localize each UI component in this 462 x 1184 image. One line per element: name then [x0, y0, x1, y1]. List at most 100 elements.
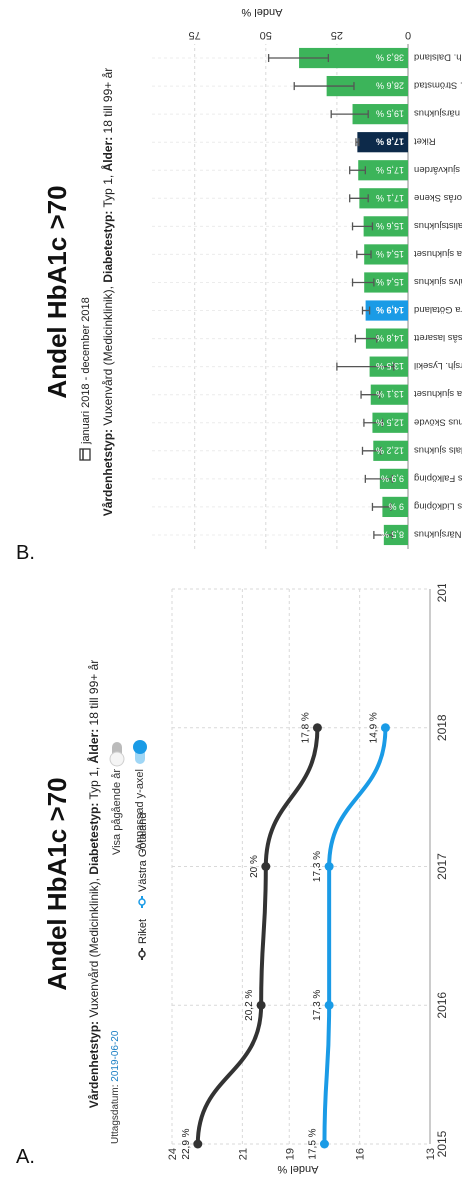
data-point[interactable] [380, 723, 390, 733]
data-point[interactable] [324, 1000, 334, 1010]
bar-chart-title: Andel HbA1c >70 [42, 185, 72, 398]
bar[interactable] [365, 328, 408, 349]
bar-value-label: 19,5 % [376, 109, 404, 119]
toggle-show-current-year[interactable]: Visa pågående år [109, 742, 125, 855]
bar-chart-panel: Andel HbA1c >70 januari 2018 - december … [42, 6, 462, 549]
x-tick-label: 2019 [435, 584, 449, 602]
y-tick-label: 19 [284, 1148, 296, 1160]
bar[interactable] [364, 244, 408, 265]
bar[interactable] [364, 272, 408, 293]
bar-value-label: 15,4 % [376, 249, 404, 259]
bar[interactable] [352, 104, 408, 125]
data-point[interactable] [312, 723, 322, 733]
data-label: 17,8 % [300, 712, 311, 743]
bar-value-label: 17,1 % [376, 193, 404, 203]
legend-label-riket: Riket [137, 919, 149, 944]
x-tick-label: 2018 [435, 714, 449, 741]
value-tick-label: 75 [189, 29, 201, 41]
bar-value-label: 13,5 % [376, 361, 404, 371]
legend: Riket Västra Götaland [137, 813, 149, 960]
data-label: 17,3 % [312, 851, 323, 882]
value-tick-label: 25 [331, 29, 343, 41]
category-label: Frölunda specialistsjukhus [414, 220, 462, 231]
bar-value-label: 14,9 % [376, 305, 404, 315]
x-axis-label: Andel % [241, 6, 282, 18]
x-tick-label: 2017 [435, 853, 449, 880]
category-label: SÄS Borås Skene [414, 192, 462, 203]
legend-item-vastra-gotaland[interactable]: Västra Götaland [137, 813, 149, 909]
category-label: SU/Östra sjukhuset [414, 388, 462, 399]
category-label: Skaraborgs sjukhus Falköping [414, 472, 462, 483]
bar-value-label: 38,3 % [376, 53, 404, 63]
data-label: 17,5 % [307, 1128, 318, 1159]
bar[interactable] [373, 440, 409, 461]
bar-value-label: 15,6 % [376, 221, 404, 231]
line-chart-subtitle: Vårdenhetstyp: Vuxenvård (Medicinklinik)… [86, 660, 101, 1109]
bar-value-label: 9,9 % [381, 473, 404, 483]
category-label: Västra Götaland [414, 304, 462, 315]
category-label: Praktikertjänst Närsjh. Strömstad [414, 80, 462, 91]
bar[interactable] [358, 160, 409, 181]
toggle-label-show-current-year: Visa pågående år [111, 769, 123, 855]
category-label: Kungälvs sjukhus [414, 276, 462, 287]
bar-value-label: 14,8 % [376, 333, 404, 343]
bar-value-label: 12,5 % [376, 417, 404, 427]
category-label: SU/Mölndals sjukhus [414, 444, 462, 455]
bar[interactable] [326, 75, 409, 97]
legend-item-riket[interactable]: Riket [137, 919, 149, 960]
bar-value-label: 13,1 % [376, 389, 404, 399]
data-label: 14,9 % [368, 712, 379, 743]
category-label: Angereds närsjukhus [414, 108, 462, 119]
bar[interactable] [382, 496, 408, 518]
bar-chart-period: januari 2018 - december 2018 [80, 297, 92, 445]
y-tick-label: 16 [355, 1148, 367, 1160]
bar[interactable] [359, 188, 408, 209]
data-point[interactable] [256, 1000, 266, 1010]
toggle-label-custom-y-axis: Anpassad y-axel [134, 769, 146, 850]
category-label: Praktikertjänst Närsjh. Lysekil [414, 360, 462, 371]
bar[interactable] [357, 132, 409, 153]
y-tick-label: 24 [167, 1148, 179, 1160]
bar[interactable] [370, 384, 408, 405]
category-label: Capio Lundby Närsjukhus [414, 528, 462, 539]
line-chart-panel: Andel HbA1c >70 Vårdenhetstyp: Vuxenvård… [42, 584, 449, 1175]
category-label: SU/Sahlgrenska sjukhuset [414, 248, 462, 259]
bar-value-label: 28,6 % [376, 81, 404, 91]
calendar-icon [79, 448, 91, 461]
bar-value-label: 17,5 % [376, 165, 404, 175]
y-tick-label: 13 [425, 1148, 437, 1160]
category-label: Skaraborgs sjukhus Lidköping [414, 500, 462, 511]
toggle-knob-show-current-year[interactable] [109, 751, 125, 767]
data-point[interactable] [319, 1139, 329, 1149]
y-tick-label: 21 [237, 1148, 249, 1160]
bar-value-label: 8,5 % [381, 529, 404, 539]
bar[interactable] [363, 216, 409, 237]
panel-letter-b: B. [16, 542, 35, 564]
bar[interactable] [383, 524, 409, 546]
bar-value-label: 9 % [388, 501, 404, 511]
y-axis-label: Andel % [277, 1163, 318, 1175]
category-label: Skaraborgs sjukhus Skövde [414, 416, 462, 427]
series-line-0 [195, 725, 320, 1146]
data-point[interactable] [193, 1139, 203, 1149]
bar-chart-subtitle: Vårdenhetstyp: Vuxenvård (Medicinklinik)… [100, 68, 115, 517]
data-point[interactable] [261, 862, 271, 871]
value-tick-label: 0 [405, 29, 411, 41]
bar[interactable] [365, 300, 408, 321]
toggle-knob-custom-y-axis[interactable] [133, 740, 147, 754]
bar[interactable] [299, 47, 408, 69]
data-point[interactable] [324, 862, 334, 871]
bar-value-label: 17,8 % [376, 137, 404, 147]
category-label: Praktikertjänst Närsjh. Dalsland [414, 52, 462, 63]
bar[interactable] [379, 468, 408, 489]
category-label: NU - sjukvården [414, 164, 462, 175]
bar[interactable] [372, 412, 409, 433]
bar-value-label: 15,4 % [376, 277, 404, 287]
legend-label-vastra-gotaland: Västra Götaland [137, 813, 149, 893]
category-label: Alingsås lasarett [414, 332, 462, 343]
x-tick-label: 2016 [435, 992, 449, 1019]
toggle-custom-y-axis[interactable]: Anpassad y-axel [133, 740, 147, 850]
bar-value-label: 12,2 % [376, 445, 404, 455]
category-label: Riket [414, 136, 436, 147]
